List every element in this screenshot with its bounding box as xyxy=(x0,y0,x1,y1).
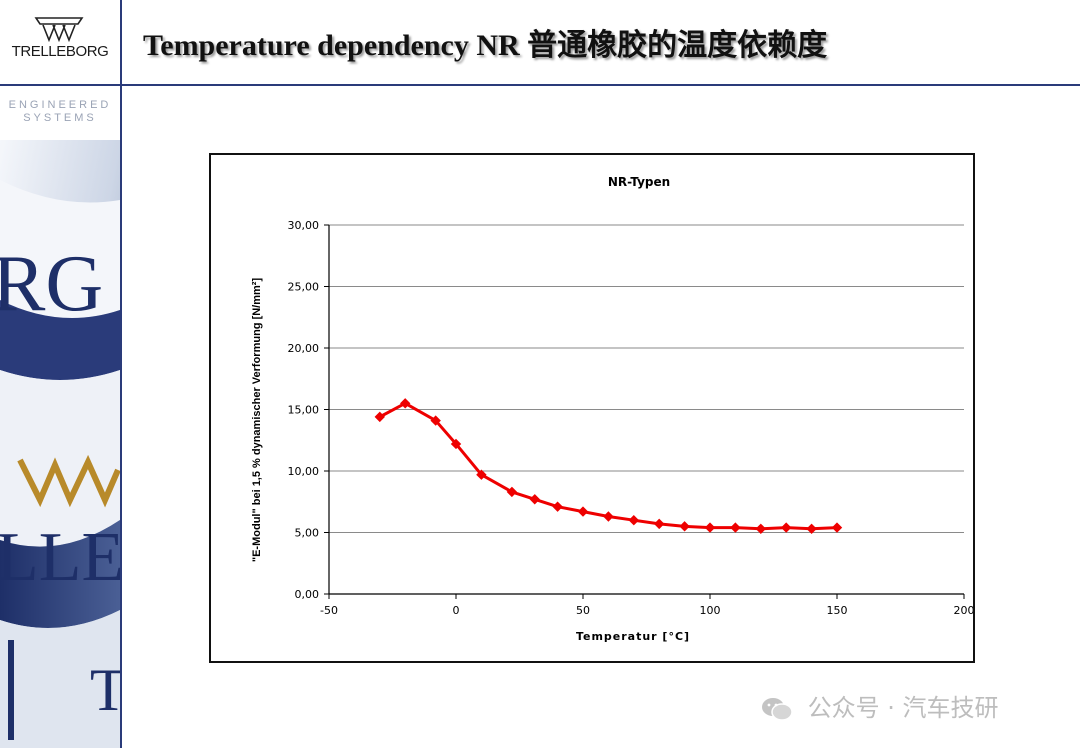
data-point xyxy=(679,521,690,532)
watermark: 公众号 · 汽车技研 xyxy=(760,688,999,723)
data-point xyxy=(831,522,843,533)
x-tick-label: 100 xyxy=(700,604,721,617)
data-point xyxy=(450,438,462,450)
x-tick-label: 150 xyxy=(827,604,848,617)
data-point xyxy=(430,415,441,426)
x-axis-label: Temperatur [°C] xyxy=(576,630,690,643)
y-tick-label: 5,00 xyxy=(295,527,320,540)
svg-text:LLE: LLE xyxy=(0,519,120,596)
data-point xyxy=(577,506,589,517)
data-point xyxy=(704,522,716,533)
trelleborg-logo: TRELLEBORG xyxy=(0,0,120,84)
wechat-icon xyxy=(762,698,793,721)
data-point xyxy=(730,522,741,533)
data-point xyxy=(806,523,817,535)
chart-frame: NR-Typen "E-Modul" bei 1,5 % dynamischer… xyxy=(209,153,975,663)
tagline-line-2: SYSTEMS xyxy=(23,112,97,124)
data-point xyxy=(529,494,540,505)
sidebar: TRELLEBORG ENGINEERED SYSTEMS xyxy=(0,0,122,748)
series-line xyxy=(379,401,838,531)
flag-image: RG LLE T xyxy=(0,140,120,748)
watermark-text: 公众号 · 汽车技研 xyxy=(807,694,999,722)
data-point xyxy=(780,522,792,533)
axes: 0,00 5,00 10,00 15,00 20,00 25,00 30,00 -50 0 50 1… xyxy=(288,219,974,617)
trelleborg-mark-icon xyxy=(34,17,84,42)
data-point xyxy=(506,486,518,498)
y-tick-label: 25,00 xyxy=(288,281,320,294)
x-tick-label: -50 xyxy=(320,604,338,617)
data-point xyxy=(374,411,386,423)
x-tick-label: 200 xyxy=(954,604,974,617)
grid xyxy=(329,224,964,533)
data-series xyxy=(374,398,843,535)
data-point xyxy=(755,523,767,535)
data-point xyxy=(552,501,563,512)
y-tick-label: 30,00 xyxy=(288,219,320,232)
flag-photo-graphic: RG LLE T xyxy=(0,140,120,748)
data-point xyxy=(628,514,640,526)
line-chart: NR-Typen "E-Modul" bei 1,5 % dynamischer… xyxy=(251,175,974,643)
header-divider xyxy=(0,84,1080,86)
x-tick-label: 50 xyxy=(576,604,590,617)
data-point xyxy=(399,398,411,409)
slide-title: Temperature dependency NR 普通橡胶的温度依赖度 xyxy=(143,29,828,62)
tagline: ENGINEERED SYSTEMS xyxy=(0,99,120,125)
x-tick-label: 0 xyxy=(453,604,460,617)
tagline-line-1: ENGINEERED xyxy=(8,99,112,111)
data-point xyxy=(653,518,665,530)
data-point xyxy=(476,469,487,480)
data-point xyxy=(603,511,614,522)
svg-text:RG: RG xyxy=(0,240,103,328)
y-tick-label: 20,00 xyxy=(288,342,320,355)
y-axis-label: "E-Modul" bei 1,5 % dynamischer Verformu… xyxy=(251,278,263,563)
logo-text: TRELLEBORG xyxy=(11,43,109,60)
chart-title: NR-Typen xyxy=(608,175,670,189)
y-tick-label: 10,00 xyxy=(288,465,320,478)
y-tick-label: 0,00 xyxy=(295,588,320,601)
y-tick-label: 15,00 xyxy=(288,404,320,417)
svg-text:T: T xyxy=(90,657,120,723)
